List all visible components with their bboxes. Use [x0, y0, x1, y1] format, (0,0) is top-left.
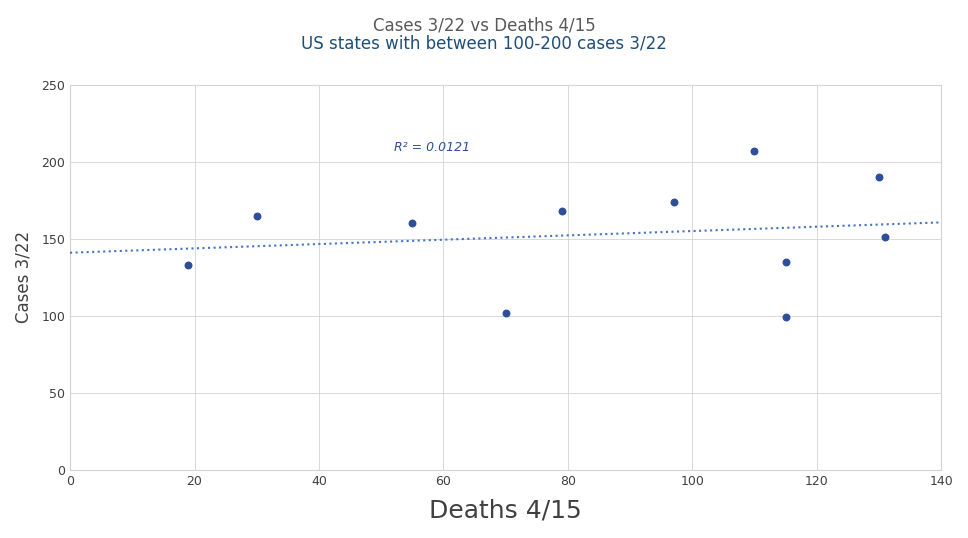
Point — [871, 173, 887, 181]
Point — [249, 211, 264, 220]
Text: R² = 0.0121: R² = 0.0121 — [394, 141, 469, 154]
Point — [877, 233, 892, 242]
Y-axis label: Cases 3/22: Cases 3/22 — [15, 231, 33, 323]
Point — [181, 260, 197, 269]
X-axis label: Deaths 4/15: Deaths 4/15 — [429, 499, 582, 523]
Point — [778, 313, 794, 322]
Point — [405, 219, 420, 228]
Point — [778, 258, 794, 266]
Point — [498, 308, 513, 317]
Text: US states with between 100-200 cases 3/22: US states with between 100-200 cases 3/2… — [301, 35, 667, 53]
Point — [746, 146, 762, 155]
Point — [554, 207, 569, 215]
Text: Cases 3/22 vs Deaths 4/15: Cases 3/22 vs Deaths 4/15 — [373, 16, 595, 34]
Point — [666, 197, 681, 206]
